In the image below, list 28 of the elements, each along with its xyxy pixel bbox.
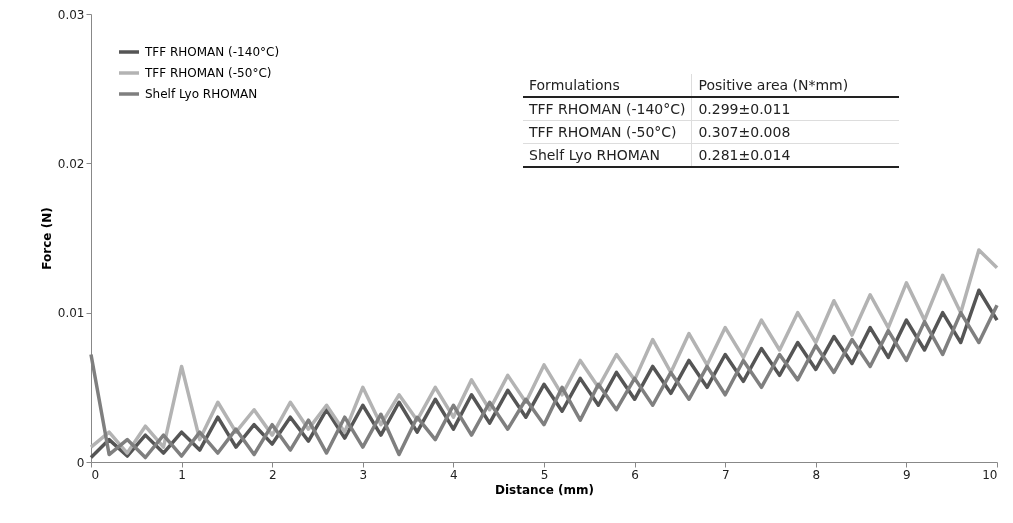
x-tick-label: 1: [178, 467, 186, 482]
annotation: Shelf Lyo RHOMAN: [523, 143, 692, 167]
x-tick-label: 2: [268, 467, 277, 482]
x-tick-label: 6: [631, 467, 639, 482]
y-tick-label: 0.03: [57, 7, 85, 22]
x-tick-label: 7: [721, 467, 730, 482]
annotation: TFF RHOMAN (-50°C): [523, 120, 692, 144]
x-axis-title: Distance (mm): [495, 482, 594, 497]
x-tick-label: 5: [540, 467, 549, 482]
x-tick-label: 8: [812, 467, 821, 482]
x-tick-label: 3: [359, 467, 368, 482]
y-tick-label: 0.02: [57, 156, 85, 171]
annotation: Positive area (N*mm): [691, 74, 900, 97]
annotation: 0.307±0.008: [691, 120, 900, 144]
x-tick-label: 0: [91, 467, 100, 482]
legend-label: TFF RHOMAN (-140°C): [144, 45, 280, 59]
x-tick-label: 9: [903, 467, 911, 482]
y-tick-label: 0.01: [57, 306, 85, 321]
y-axis-title: Force (N): [39, 207, 54, 270]
x-tick-label: 10: [982, 467, 998, 482]
y-tick-label: 0: [76, 455, 85, 470]
annotation: TFF RHOMAN (-140°C): [523, 97, 692, 121]
annotation: 0.299±0.011: [691, 97, 900, 121]
annotation: 0.281±0.014: [691, 143, 900, 167]
legend-label: Shelf Lyo RHOMAN: [145, 87, 258, 101]
annotation: Formulations: [523, 74, 692, 97]
legend-label: TFF RHOMAN (-50°C): [144, 66, 272, 80]
x-tick-label: 4: [450, 467, 458, 482]
